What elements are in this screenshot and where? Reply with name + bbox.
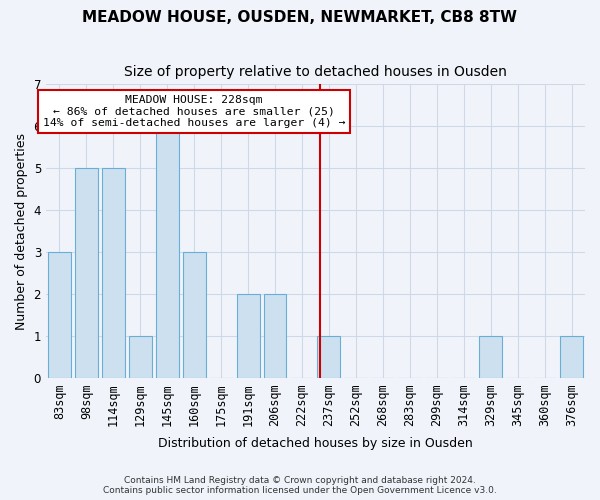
Bar bbox=[129, 336, 152, 378]
Bar bbox=[102, 168, 125, 378]
Bar bbox=[560, 336, 583, 378]
X-axis label: Distribution of detached houses by size in Ousden: Distribution of detached houses by size … bbox=[158, 437, 473, 450]
Bar bbox=[479, 336, 502, 378]
Text: MEADOW HOUSE: 228sqm
← 86% of detached houses are smaller (25)
14% of semi-detac: MEADOW HOUSE: 228sqm ← 86% of detached h… bbox=[43, 95, 346, 128]
Bar bbox=[75, 168, 98, 378]
Bar bbox=[48, 252, 71, 378]
Bar bbox=[236, 294, 260, 378]
Bar bbox=[317, 336, 340, 378]
Y-axis label: Number of detached properties: Number of detached properties bbox=[15, 133, 28, 330]
Bar bbox=[183, 252, 206, 378]
Bar bbox=[263, 294, 286, 378]
Title: Size of property relative to detached houses in Ousden: Size of property relative to detached ho… bbox=[124, 65, 507, 79]
Text: MEADOW HOUSE, OUSDEN, NEWMARKET, CB8 8TW: MEADOW HOUSE, OUSDEN, NEWMARKET, CB8 8TW bbox=[83, 10, 517, 25]
Text: Contains HM Land Registry data © Crown copyright and database right 2024.
Contai: Contains HM Land Registry data © Crown c… bbox=[103, 476, 497, 495]
Bar bbox=[156, 126, 179, 378]
